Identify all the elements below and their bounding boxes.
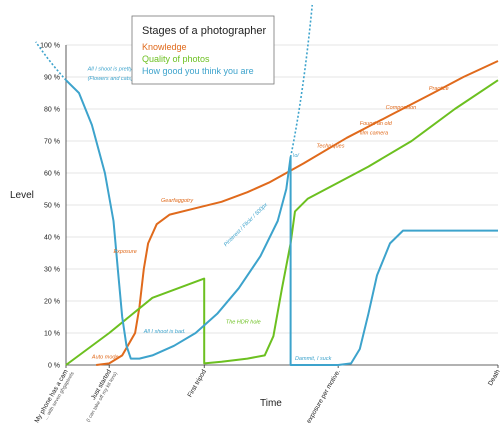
annotation-label: Techniques: [317, 143, 345, 149]
y-tick-label: 50 %: [44, 203, 60, 210]
series-lines: [35, 4, 499, 366]
annotation-label: The HDR hole: [226, 319, 261, 325]
x-tick-label: First tripod: [187, 368, 209, 398]
legend: Stages of a photographer Knowledge Quali…: [131, 15, 275, 85]
annotation-label: All I shoot is bad.: [143, 329, 186, 335]
y-tick-label: 10 %: [44, 331, 60, 338]
legend-box: [131, 15, 275, 85]
series-line-1: [65, 79, 499, 366]
y-tick-label: 20 %: [44, 299, 60, 306]
annotation-label: Exposure: [114, 249, 137, 255]
legend-item-self-assessment: How good you think you are: [142, 66, 254, 76]
series-overshoot-start: [35, 41, 67, 81]
y-tick-label: 30 %: [44, 267, 60, 274]
annotation-label: film camera: [360, 131, 388, 137]
annotation-label: Composition: [386, 105, 417, 111]
annotation-label: Auto mode: [91, 355, 119, 361]
x-axis-title: Time: [260, 398, 282, 409]
legend-item-knowledge: Knowledge: [142, 42, 187, 52]
annotation-label: Dammit, I suck: [295, 356, 332, 362]
y-tick-label: 90 %: [44, 75, 60, 82]
x-tick-label: Death: [487, 368, 500, 387]
annotation-label: Gearfaggotry: [161, 198, 194, 204]
y-tick-label: 80 %: [44, 107, 60, 114]
y-tick-label: 60 %: [44, 171, 60, 178]
y-axis-title: Level: [10, 190, 34, 201]
series-line-2: [65, 79, 498, 366]
annotation-label-rotated: Pinterest / Flickr / 500px: [223, 202, 269, 248]
x-tick-label: One exposure per motive.: [298, 368, 342, 424]
annotation-label: (Flowers and cats): [88, 76, 133, 82]
y-tick-label: 70 %: [44, 139, 60, 146]
legend-item-quality: Quality of photos: [142, 54, 210, 64]
y-tick-label: 0 %: [48, 363, 60, 370]
axes: 0 % 10 % 20 % 30 % 40 % 50 % 60 % 70 % 80 % 90 % 1…: [33, 43, 500, 424]
series-line-0: [96, 60, 499, 366]
y-tick-label: 40 %: [44, 235, 60, 242]
annotation-label: Found an old: [360, 121, 393, 127]
annotations: All I shoot is pretty. (Flowers and cats)…: [87, 67, 449, 363]
annotation-label: Practice: [429, 86, 449, 92]
series-overshoot-end: [289, 4, 314, 158]
annotation-label: \o/: [293, 153, 300, 159]
chart-title: Stages of a photographer: [142, 25, 266, 37]
y-tick-label: 100 %: [40, 43, 60, 50]
annotation-label: All I shoot is pretty.: [87, 67, 134, 73]
